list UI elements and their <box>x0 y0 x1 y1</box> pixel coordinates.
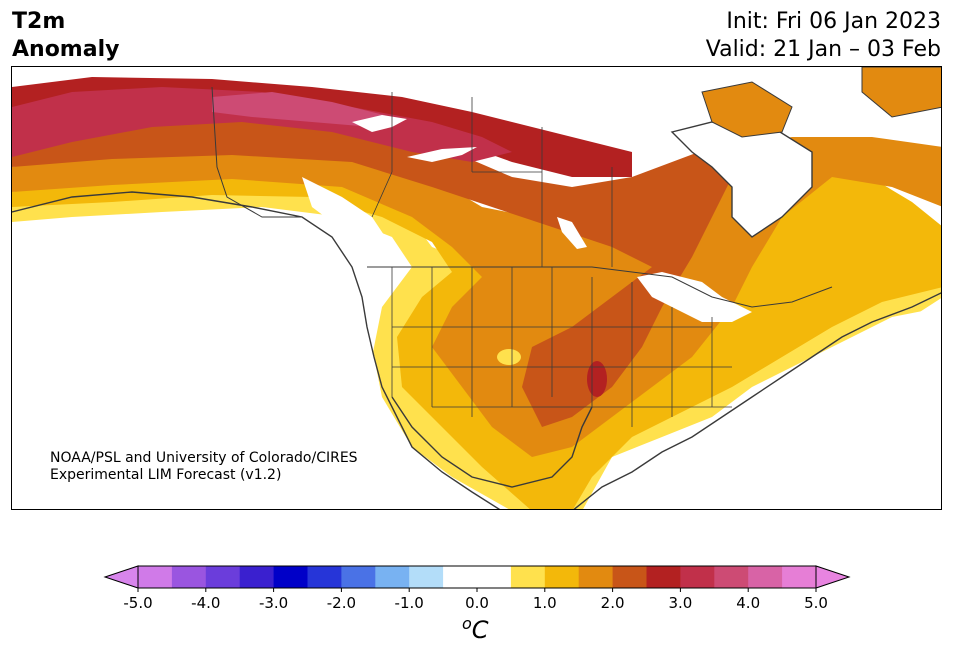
init-date: Init: Fri 06 Jan 2023 <box>726 9 941 34</box>
canada-provinces <box>371 92 613 267</box>
arctic-islands <box>701 67 941 138</box>
colorbar-cell <box>307 566 342 588</box>
coastline-east <box>573 292 941 509</box>
colorbar-high-extend <box>815 565 851 589</box>
colorbar-tick-label: 3.0 <box>668 594 692 612</box>
colorbar-tick-label: -3.0 <box>259 594 288 612</box>
mexico-coast <box>391 396 593 488</box>
colorbar-cell <box>443 566 478 588</box>
colorbar-tick-label: 5.0 <box>804 594 828 612</box>
valid-date: Valid: 21 Jan – 03 Feb <box>705 37 941 62</box>
alaska-border <box>211 86 302 218</box>
colorbar-tick-label: 0.0 <box>465 594 489 612</box>
colorbar-cell <box>748 566 783 588</box>
map-panel: NOAA/PSL and University of Colorado/CIRE… <box>11 66 942 510</box>
colorbar-ticks: -5.0 -4.0 -3.0 -2.0 -1.0 0.0 1.0 2.0 3.0 4.0 5.0 <box>123 588 828 612</box>
colorbar-cell <box>782 566 817 588</box>
colorbar-cell <box>171 566 207 588</box>
colorbar-cell <box>239 566 275 588</box>
colorbar-tick-label: -1.0 <box>395 594 424 612</box>
credit-line-1: NOAA/PSL and University of Colorado/CIRE… <box>50 450 358 466</box>
atlantic <box>634 298 941 509</box>
colorbar-tick-label: 4.0 <box>736 594 760 612</box>
colorbar-cell <box>273 566 308 588</box>
lake-winnipeg <box>557 217 587 249</box>
hudson-bay <box>672 122 812 237</box>
colorbar-cell <box>409 566 444 588</box>
title-line-1: T2m <box>12 9 66 34</box>
colorbar-cell <box>138 566 173 588</box>
colorbar-tick-label: 1.0 <box>533 594 557 612</box>
boundaries <box>12 86 941 509</box>
band-3c-spot <box>587 361 607 397</box>
great-bear-lake <box>352 115 407 132</box>
greenland-edge <box>861 67 941 118</box>
colorbar-cell <box>680 566 715 588</box>
unit-degree: o <box>462 614 472 633</box>
credit-text: NOAA/PSL and University of Colorado/CIRE… <box>50 450 358 484</box>
colorbar-cells <box>138 566 817 588</box>
colorbar-cell <box>544 566 580 588</box>
title-line-2: Anomaly <box>12 37 120 62</box>
colorbar-frame <box>137 565 817 589</box>
colorbar-tick-label: 2.0 <box>601 594 625 612</box>
coastline-west <box>12 191 501 509</box>
map-title: T2m Anomaly <box>12 8 119 64</box>
colorbar-cell <box>477 566 512 588</box>
anomaly-map <box>12 67 941 509</box>
colorbar-tick-label: -4.0 <box>191 594 220 612</box>
colorbar-unit: oC <box>462 614 489 644</box>
colorbar-cell <box>578 566 614 588</box>
us-states <box>391 267 732 427</box>
colorbar-cell <box>341 566 376 588</box>
colorbar-tick-label: -5.0 <box>123 594 152 612</box>
colorbar-cell <box>714 566 749 588</box>
credit-line-2: Experimental LIM Forecast (v1.2) <box>50 467 282 483</box>
colorbar-tick-label: -2.0 <box>327 594 356 612</box>
colorbar-cell <box>612 566 647 588</box>
great-lakes <box>637 272 752 322</box>
band-3-5c <box>12 87 512 162</box>
baffin-island <box>701 81 793 138</box>
colorbar-cell <box>375 566 410 588</box>
unit-letter: C <box>471 616 489 644</box>
great-slave-lake <box>407 147 477 162</box>
forecast-dates: Init: Fri 06 Jan 2023 Valid: 21 Jan – 03… <box>706 8 941 64</box>
water-bodies <box>12 67 941 509</box>
colorbar-cell <box>646 566 681 588</box>
pacific <box>12 227 489 509</box>
colorbar-cell <box>205 566 241 588</box>
colorbar-cell <box>510 566 546 588</box>
band-4c <box>212 92 392 127</box>
band-1-5c-spot <box>497 349 521 365</box>
colorbar-low-extend <box>103 565 139 589</box>
band-0c-northwest <box>302 177 392 267</box>
